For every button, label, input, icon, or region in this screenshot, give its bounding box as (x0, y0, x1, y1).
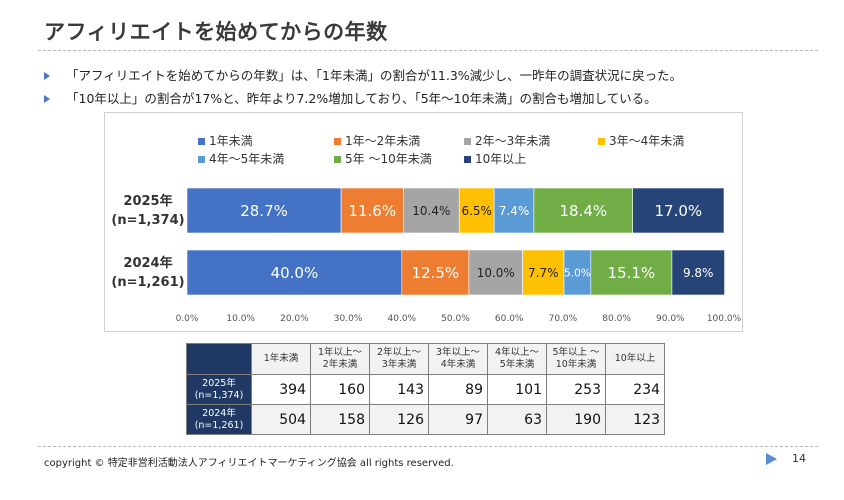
legend-swatch (464, 138, 471, 145)
x-tick-label: 70.0% (549, 314, 578, 324)
table-cell: 234 (605, 374, 665, 405)
stacked-bar-chart: 1年未満 1年〜2年未満 2年〜3年未満 3年〜4年未満 4年〜5年未満 5年 〜10年未… (111, 134, 741, 324)
category-label: 2025年 (123, 193, 172, 209)
table-column-header: 1年以上〜 2年未満 (310, 343, 370, 375)
bar-segment (563, 249, 592, 296)
x-tick-label: 90.0% (656, 314, 685, 324)
bar-segment (671, 249, 725, 296)
legend-label: 1年未満 (209, 134, 253, 148)
table-cell: 143 (369, 374, 429, 405)
category-label: (n=1,374) (111, 213, 184, 228)
table-cell: 190 (546, 404, 606, 435)
table-cell: 158 (310, 404, 370, 435)
table-cell: 97 (428, 404, 488, 435)
legend-label: 2年〜3年未満 (475, 134, 550, 148)
table-cell: 63 (487, 404, 547, 435)
next-slide-arrow-icon (766, 453, 777, 465)
page-title: アフィリエイトを始めてからの年数 (44, 20, 388, 44)
legend-label: 10年以上 (475, 152, 526, 166)
table-cell: 123 (605, 404, 665, 435)
table-row: 2024年 (n=1,261) 504 158 126 97 63 190 123 (186, 404, 665, 435)
data-label: 18.4% (559, 202, 607, 220)
data-label: 11.6% (348, 202, 396, 220)
legend-swatch (334, 138, 341, 145)
legend-swatch (334, 156, 341, 163)
table-cell: 89 (428, 374, 488, 405)
bar-segment (401, 249, 470, 296)
data-label: 6.5% (461, 204, 492, 218)
data-label: 40.0% (271, 264, 319, 282)
x-tick-label: 60.0% (495, 314, 524, 324)
bullet-arrow-icon (44, 95, 50, 103)
table-column-header: 4年以上〜 5年未満 (487, 343, 547, 375)
legend-label: 3年〜4年未満 (609, 134, 684, 148)
table-column-header: 1年未満 (251, 343, 311, 375)
table-cell: 126 (369, 404, 429, 435)
category-label: (n=1,261) (111, 275, 184, 290)
table-cell: 253 (546, 374, 606, 405)
bar-segment (632, 187, 725, 234)
bullet-arrow-icon (44, 72, 50, 80)
summary-bullets: 「アフィリエイトを始めてからの年数」は、「1年未満」の割合が11.3%減少し、一… (44, 64, 682, 110)
data-label: 15.1% (608, 264, 656, 282)
x-tick-label: 40.0% (388, 314, 417, 324)
legend-swatch (198, 138, 205, 145)
legend-label: 5年 〜10年未満 (345, 152, 432, 166)
bullet-item: 「アフィリエイトを始めてからの年数」は、「1年未満」の割合が11.3%減少し、一… (44, 64, 682, 87)
data-label: 7.4% (499, 204, 529, 218)
table-corner-cell (186, 343, 252, 375)
bar-segment (186, 249, 403, 296)
data-label: 17.0% (655, 202, 703, 220)
data-label: 12.5% (412, 264, 460, 282)
bar-segment (533, 187, 634, 234)
table-column-header: 2年以上〜 3年未満 (369, 343, 429, 375)
x-tick-label: 30.0% (334, 314, 363, 324)
x-tick-label: 80.0% (602, 314, 631, 324)
bar-segment (403, 187, 460, 234)
table-cell: 504 (251, 404, 311, 435)
title-divider (38, 50, 818, 51)
table-row: 2025年 (n=1,374) 394 160 143 89 101 253 234 (186, 374, 665, 405)
data-label: 9.8% (683, 266, 714, 280)
x-tick-label: 50.0% (441, 314, 470, 324)
bar-segment (590, 249, 673, 296)
x-tick-label: 20.0% (280, 314, 309, 324)
table-row-label: 2025年 (n=1,374) (186, 374, 252, 405)
footer-divider (38, 446, 818, 447)
copyright-text: copyright © 特定非営利活動法人アフィリエイトマーケティング協会 al… (44, 458, 454, 469)
legend-swatch (198, 156, 205, 163)
table-cell: 101 (487, 374, 547, 405)
legend-label: 4年〜5年未満 (209, 152, 284, 166)
bar-segment (340, 187, 404, 234)
x-tick-label: 0.0% (176, 314, 199, 324)
table-row-label: 2024年 (n=1,261) (186, 404, 252, 435)
page-number: 14 (792, 452, 806, 465)
data-label: 5.0% (564, 267, 591, 279)
bar-segment (522, 249, 565, 296)
bar-segment (493, 187, 535, 234)
legend-label: 1年〜2年未満 (345, 134, 420, 148)
category-label: 2024年 (123, 255, 172, 271)
data-label: 28.7% (240, 202, 288, 220)
table-header-row: 1年未満 1年以上〜 2年未満 2年以上〜 3年未満 3年以上〜 4年未満 4年以上〜 … (186, 343, 665, 375)
data-label: 7.7% (528, 266, 559, 280)
bullet-text: 「アフィリエイトを始めてからの年数」は、「1年未満」の割合が11.3%減少し、一… (66, 68, 683, 83)
bullet-text: 「10年以上」の割合が17%と、昨年より7.2%増加しており、「5年〜10年未満… (66, 91, 657, 106)
x-tick-label: 10.0% (226, 314, 255, 324)
table-cell: 394 (251, 374, 311, 405)
bar-segment (186, 187, 342, 234)
table-cell: 160 (310, 374, 370, 405)
table-column-header: 3年以上〜 4年未満 (428, 343, 488, 375)
legend-swatch (598, 138, 605, 145)
bullet-item: 「10年以上」の割合が17%と、昨年より7.2%増加しており、「5年〜10年未満… (44, 87, 682, 110)
data-label: 10.0% (477, 266, 515, 280)
table-column-header: 10年以上 (605, 343, 665, 375)
data-label: 10.4% (412, 204, 450, 218)
table-column-header: 5年以上 〜 10年未満 (546, 343, 606, 375)
counts-table: 1年未満 1年以上〜 2年未満 2年以上〜 3年未満 3年以上〜 4年未満 4年以上〜 … (186, 343, 665, 435)
bar-segment (458, 187, 495, 234)
legend-swatch (464, 156, 471, 163)
x-tick-label: 100.0% (707, 314, 741, 324)
